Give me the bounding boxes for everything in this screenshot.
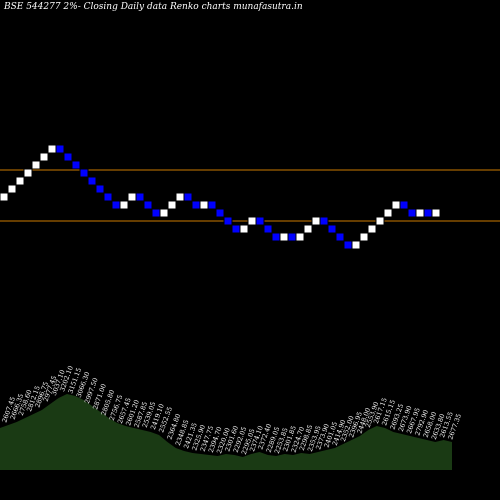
- renko-brick-up: [0, 192, 9, 202]
- renko-brick-down: [135, 192, 145, 202]
- renko-brick-up: [15, 176, 25, 186]
- renko-brick-up: [279, 232, 289, 242]
- renko-brick-down: [335, 232, 345, 242]
- renko-brick-up: [303, 224, 313, 234]
- renko-brick-up: [39, 152, 49, 162]
- renko-brick-down: [423, 208, 433, 218]
- renko-brick-up: [23, 168, 33, 178]
- renko-brick-down: [399, 200, 409, 210]
- renko-brick-down: [151, 208, 161, 218]
- renko-brick-down: [71, 160, 81, 170]
- renko-brick-up: [31, 160, 41, 170]
- renko-brick-down: [271, 232, 281, 242]
- renko-brick-down: [215, 208, 225, 218]
- renko-brick-up: [351, 240, 361, 250]
- renko-brick-up: [415, 208, 425, 218]
- renko-brick-down: [87, 176, 97, 186]
- volume-area: [0, 394, 452, 470]
- renko-brick-up: [367, 224, 377, 234]
- renko-brick-down: [95, 184, 105, 194]
- renko-brick-up: [375, 216, 385, 226]
- renko-brick-up: [119, 200, 129, 210]
- renko-brick-down: [255, 216, 265, 226]
- renko-brick-down: [191, 200, 201, 210]
- renko-brick-down: [111, 200, 121, 210]
- renko-brick-down: [287, 232, 297, 242]
- renko-brick-down: [231, 224, 241, 234]
- renko-brick-up: [167, 200, 177, 210]
- renko-brick-down: [79, 168, 89, 178]
- renko-brick-up: [383, 208, 393, 218]
- renko-brick-down: [263, 224, 273, 234]
- renko-brick-up: [311, 216, 321, 226]
- renko-brick-up: [7, 184, 17, 194]
- renko-brick-up: [431, 208, 441, 218]
- renko-brick-up: [295, 232, 305, 242]
- renko-brick-down: [327, 224, 337, 234]
- renko-brick-down: [55, 144, 65, 154]
- renko-brick-up: [199, 200, 209, 210]
- renko-brick-up: [127, 192, 137, 202]
- renko-brick-down: [407, 208, 417, 218]
- renko-brick-down: [143, 200, 153, 210]
- renko-brick-down: [103, 192, 113, 202]
- renko-brick-down: [207, 200, 217, 210]
- chart-title: BSE 544277 2%- Closing Daily data Renko …: [4, 2, 303, 12]
- renko-brick-up: [175, 192, 185, 202]
- renko-brick-up: [159, 208, 169, 218]
- renko-brick-down: [63, 152, 73, 162]
- renko-brick-up: [47, 144, 57, 154]
- renko-brick-down: [319, 216, 329, 226]
- renko-brick-up: [247, 216, 257, 226]
- renko-brick-up: [391, 200, 401, 210]
- renko-brick-down: [223, 216, 233, 226]
- renko-brick-up: [239, 224, 249, 234]
- renko-brick-up: [359, 232, 369, 242]
- renko-brick-down: [343, 240, 353, 250]
- renko-brick-down: [183, 192, 193, 202]
